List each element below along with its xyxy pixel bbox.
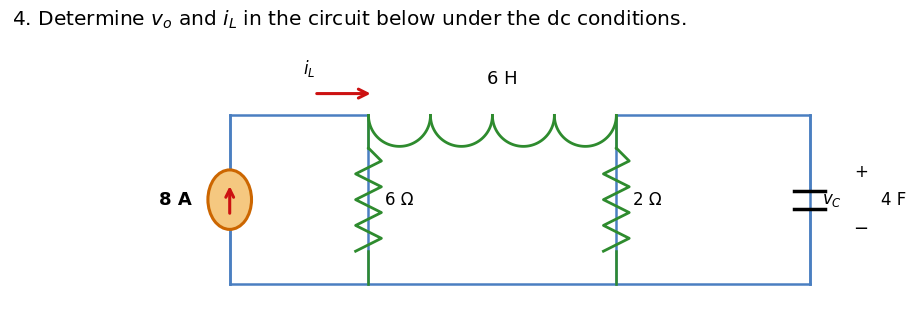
Text: 4 F: 4 F — [881, 191, 906, 209]
Text: 4. Determine $v_o$ and $i_L$ in the circuit below under the dc conditions.: 4. Determine $v_o$ and $i_L$ in the circ… — [12, 8, 686, 31]
Text: $v_C$: $v_C$ — [822, 191, 842, 209]
Ellipse shape — [208, 170, 251, 229]
Text: −: − — [854, 220, 869, 238]
Text: 6 Ω: 6 Ω — [385, 191, 414, 209]
Text: 2 Ω: 2 Ω — [633, 191, 661, 209]
Text: 8 A: 8 A — [159, 191, 192, 209]
Text: 6 H: 6 H — [487, 70, 517, 88]
Text: $i_L$: $i_L$ — [302, 58, 315, 79]
Text: +: + — [855, 163, 868, 181]
